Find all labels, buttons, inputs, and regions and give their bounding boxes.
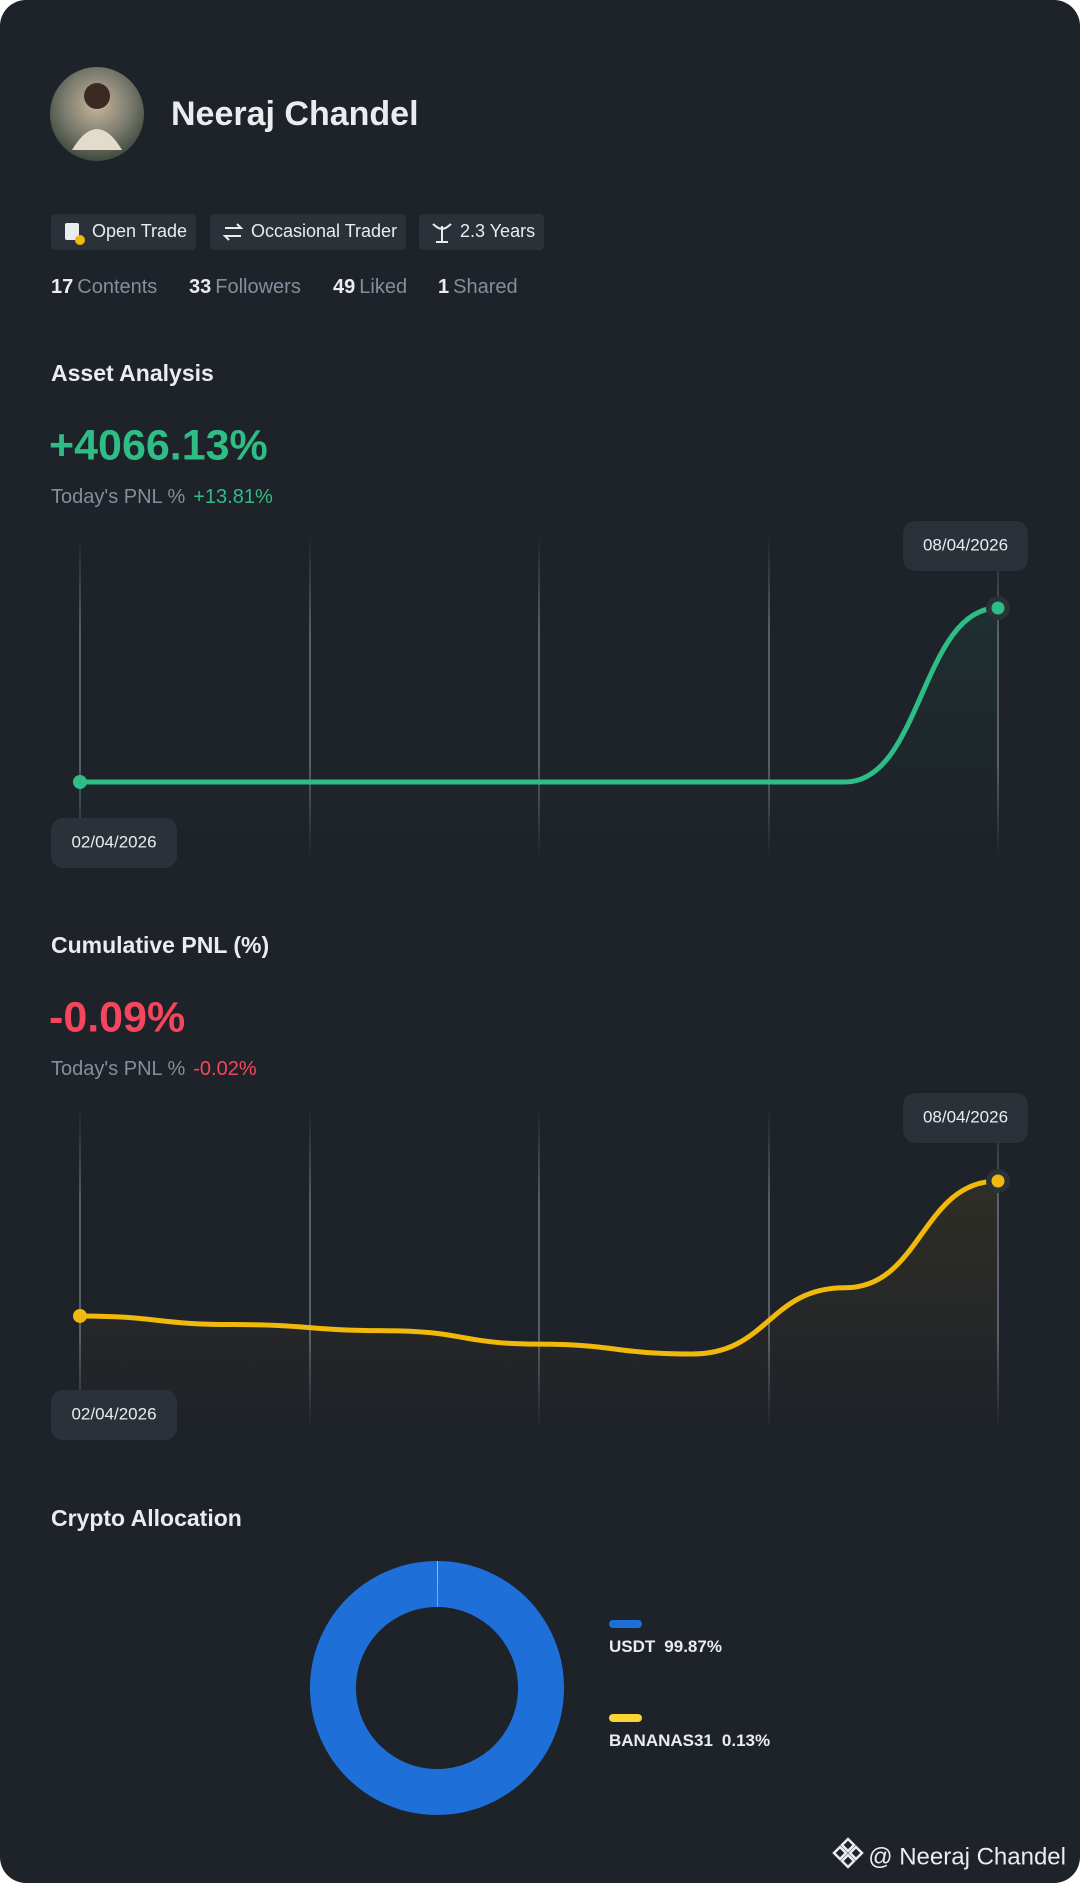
tag-icon-badge	[75, 235, 85, 245]
stat-label: Liked	[359, 276, 407, 298]
profile-name: Neeraj Chandel	[171, 95, 419, 133]
start-date: 02/04/2026	[71, 1404, 156, 1423]
today-label: Today's PNL %	[51, 486, 185, 508]
today-pnl: Today's PNL % +13.81%	[51, 486, 273, 508]
watermark-text: @ Neeraj Chandel	[868, 1843, 1066, 1870]
tags: Open Trade Occasional Trader 2.3 Years	[51, 214, 544, 250]
tag-label: Open Trade	[92, 221, 187, 241]
stat-value: 49	[333, 276, 355, 298]
today-pnl: Today's PNL % -0.02%	[51, 1058, 257, 1080]
stat-value: 33	[189, 276, 211, 298]
legend-label: BANANAS31	[609, 1731, 713, 1750]
end-date: 08/04/2026	[923, 535, 1008, 554]
stat-label: Followers	[215, 276, 301, 298]
section-title: Asset Analysis	[51, 360, 214, 386]
tag-label: 2.3 Years	[460, 221, 535, 241]
start-dot	[73, 775, 87, 789]
today-value: +13.81%	[193, 486, 273, 508]
legend-value: 99.87%	[664, 1637, 722, 1656]
legend-value: 0.13%	[722, 1731, 770, 1750]
watermark: @ Neeraj Chandel	[834, 1839, 1066, 1870]
avatar-head	[84, 83, 110, 109]
end-dot	[992, 602, 1005, 615]
section-title: Cumulative PNL (%)	[51, 932, 269, 958]
start-date: 02/04/2026	[71, 832, 156, 851]
tag-label: Occasional Trader	[251, 221, 397, 241]
stat-label: Shared	[453, 276, 518, 298]
headline-value: -0.09%	[49, 993, 185, 1041]
headline-value: +4066.13%	[49, 421, 268, 469]
stat-label: Contents	[77, 276, 157, 298]
today-value: -0.02%	[193, 1058, 257, 1080]
stat-value: 1	[438, 276, 449, 298]
end-date: 08/04/2026	[923, 1107, 1008, 1126]
legend-swatch	[609, 1620, 642, 1628]
end-dot	[992, 1175, 1005, 1188]
start-dot	[73, 1309, 87, 1323]
today-label: Today's PNL %	[51, 1058, 185, 1080]
legend-item: BANANAS31 0.13%	[609, 1731, 770, 1750]
section-title: Crypto Allocation	[51, 1505, 242, 1531]
stat-value: 17	[51, 276, 73, 298]
legend-label: USDT	[609, 1637, 656, 1656]
legend-item: USDT 99.87%	[609, 1637, 722, 1656]
legend-swatch	[609, 1714, 642, 1722]
